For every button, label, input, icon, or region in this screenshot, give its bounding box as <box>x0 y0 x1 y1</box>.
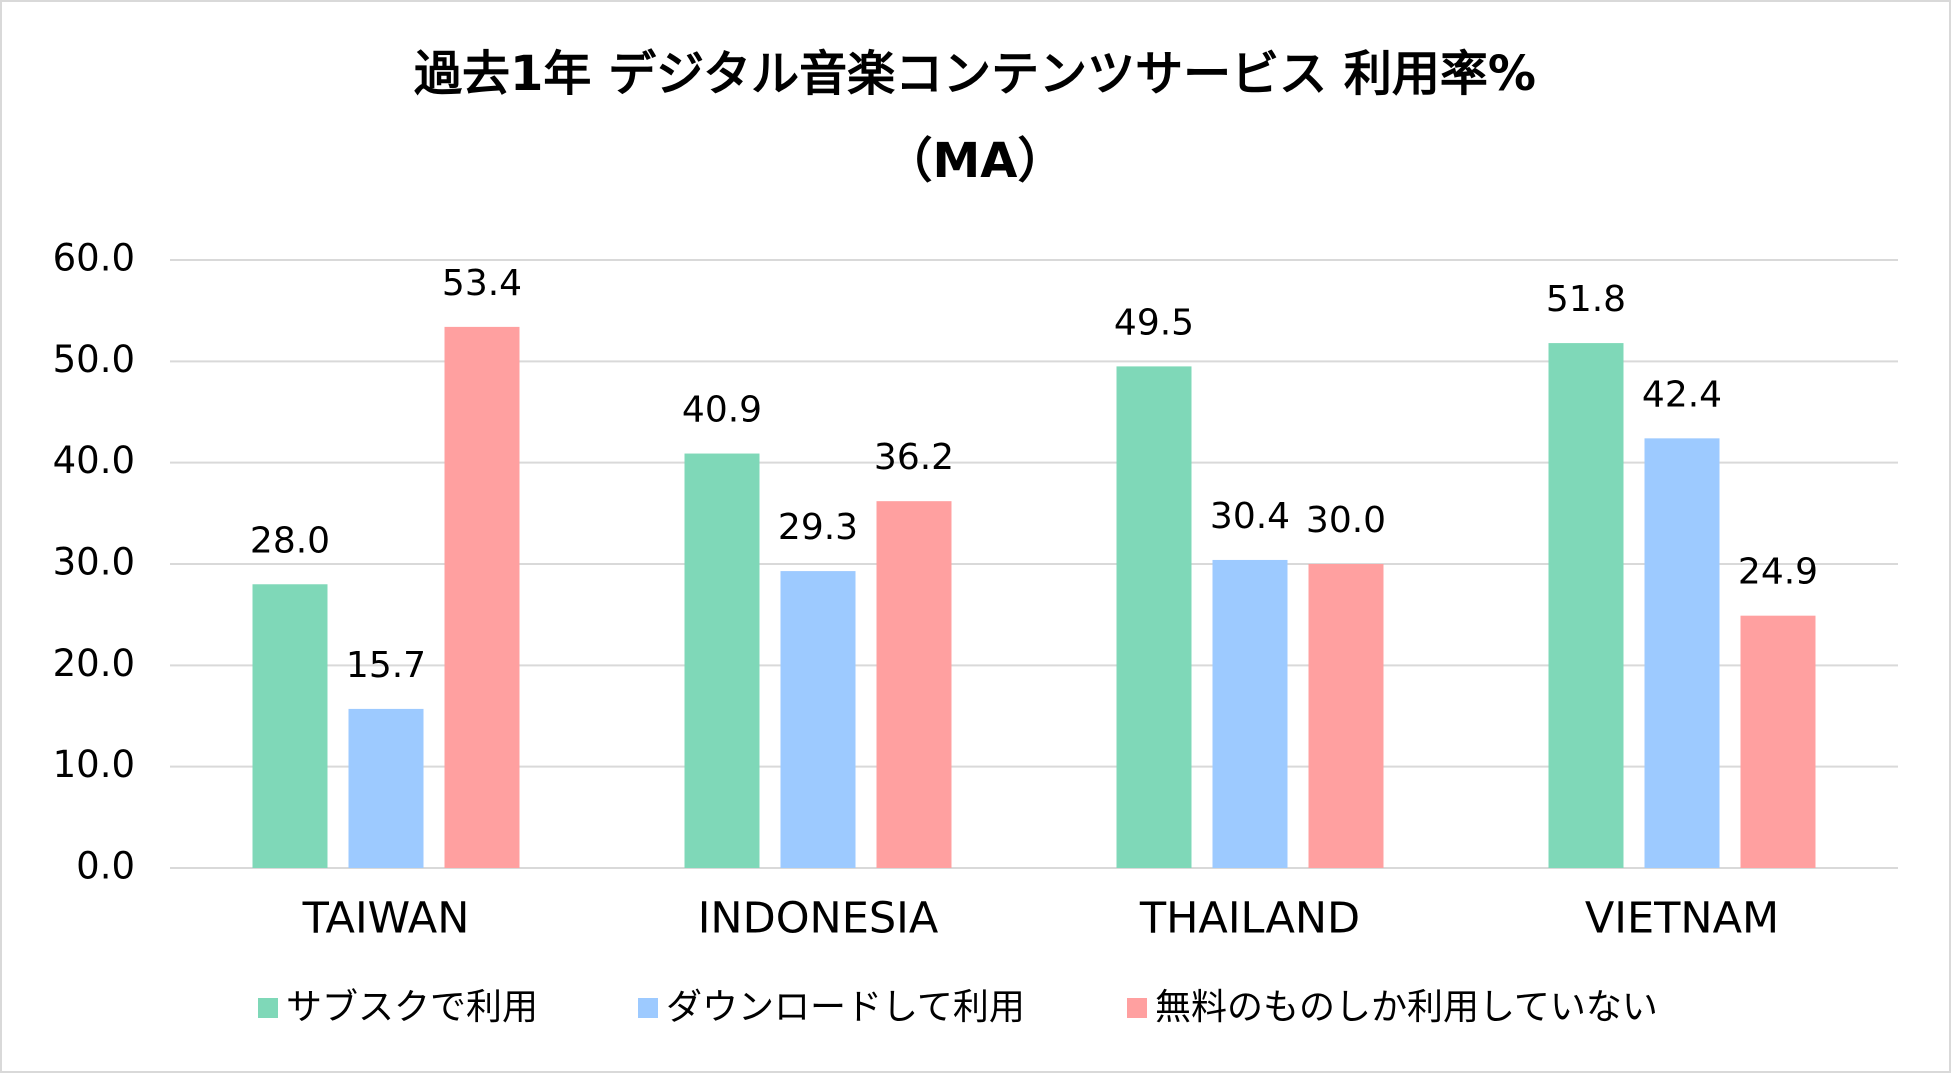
legend-label: 無料のものしか利用していない <box>1155 987 1658 1028</box>
bar <box>876 501 952 868</box>
bar <box>1116 366 1192 868</box>
chart-title: 過去1年 デジタル音楽コンテンツサービス 利用率% <box>414 46 1536 102</box>
data-label: 49.5 <box>1114 302 1194 343</box>
data-label: 24.9 <box>1738 552 1818 593</box>
bar <box>444 326 520 868</box>
legend-swatch <box>638 998 658 1018</box>
data-label: 40.9 <box>682 390 762 431</box>
data-label: 30.4 <box>1210 496 1290 537</box>
bar <box>780 571 856 868</box>
data-label: 30.0 <box>1306 500 1386 541</box>
bar <box>1212 559 1288 868</box>
legend-swatch <box>1127 998 1147 1018</box>
bar <box>1740 615 1816 868</box>
bar <box>1644 438 1720 868</box>
data-label: 28.0 <box>250 520 330 561</box>
bar <box>1548 343 1624 868</box>
data-label: 36.2 <box>874 437 954 478</box>
bar <box>252 584 328 868</box>
y-tick-label: 20.0 <box>53 642 135 685</box>
data-label: 29.3 <box>778 507 858 548</box>
y-tick-label: 0.0 <box>76 845 135 888</box>
bar <box>1308 564 1384 868</box>
x-tick-label: THAILAND <box>1139 894 1360 944</box>
y-tick-label: 40.0 <box>53 439 135 482</box>
y-tick-label: 10.0 <box>53 743 135 786</box>
bar <box>684 453 760 868</box>
legend-swatch <box>258 998 278 1018</box>
y-tick-label: 30.0 <box>53 541 135 584</box>
bar <box>348 708 424 868</box>
x-tick-label: VIETNAM <box>1585 894 1779 944</box>
data-label: 42.4 <box>1642 374 1722 415</box>
x-tick-label: TAIWAN <box>302 894 470 944</box>
data-label: 51.8 <box>1546 279 1626 320</box>
legend-label: サブスクで利用 <box>286 987 538 1028</box>
y-tick-label: 60.0 <box>53 237 135 280</box>
legend-label: ダウンロードして利用 <box>666 987 1025 1028</box>
y-tick-label: 50.0 <box>53 338 135 381</box>
x-tick-label: INDONESIA <box>698 894 939 944</box>
data-label: 15.7 <box>346 645 426 686</box>
chart-title: （MA） <box>885 133 1066 189</box>
data-label: 53.4 <box>442 263 522 304</box>
